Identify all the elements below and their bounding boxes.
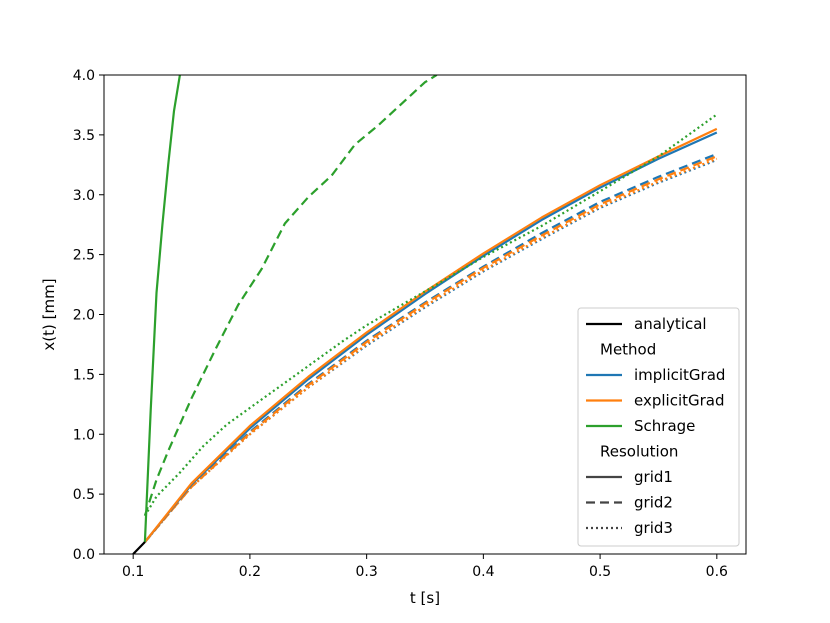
y-axis-label: x(t) [mm] (40, 278, 58, 350)
legend-label: explicitGrad (634, 392, 725, 410)
y-tick-label: 2.0 (73, 308, 95, 324)
series-line-Schrage-grid3 (143, 113, 718, 517)
x-tick-label: 0.6 (706, 564, 728, 580)
series-line-Schrage-grid1 (143, 75, 181, 543)
y-tick-label: 2.5 (73, 248, 95, 264)
legend-label: grid2 (634, 494, 673, 512)
legend-header: Resolution (600, 443, 678, 461)
x-tick-label: 0.1 (122, 564, 144, 580)
legend-label: grid1 (634, 468, 673, 486)
x-axis-label: t [s] (410, 589, 440, 607)
ticks-layer: 0.1 0.2 0.3 0.4 0.5 0.6 0.0 0.5 1.0 1.5 2.0 2.5 3.0 3… (73, 68, 728, 580)
y-tick-label: 1.0 (73, 427, 95, 443)
legend-label: Schrage (634, 417, 695, 435)
y-tick-label: 0.5 (73, 487, 95, 503)
x-tick-label: 0.4 (472, 564, 494, 580)
series-layer (132, 75, 718, 554)
series-line-analytical (132, 541, 146, 554)
x-tick-label: 0.2 (239, 564, 261, 580)
x-tick-label: 0.3 (356, 564, 378, 580)
series-line-implicitGrad-grid1 (144, 131, 718, 543)
legend: analytical Method implicitGrad explicitGrad… (577, 307, 740, 547)
y-tick-label: 4.0 (73, 68, 95, 84)
legend-header: Method (600, 341, 656, 359)
y-tick-label: 3.5 (73, 128, 95, 144)
legend-label: analytical (634, 315, 707, 333)
legend-box (577, 307, 740, 547)
series-line-Schrage-grid2 (143, 75, 438, 517)
y-tick-label: 1.5 (73, 367, 95, 383)
series-line-explicitGrad-grid3 (144, 157, 718, 543)
x-tick-label: 0.5 (589, 564, 611, 580)
legend-label: implicitGrad (634, 366, 725, 384)
series-line-explicitGrad-grid2 (144, 155, 718, 543)
y-tick-label: 0.0 (73, 547, 95, 563)
legend-label: grid3 (634, 519, 673, 537)
y-tick-label: 3.0 (73, 188, 95, 204)
